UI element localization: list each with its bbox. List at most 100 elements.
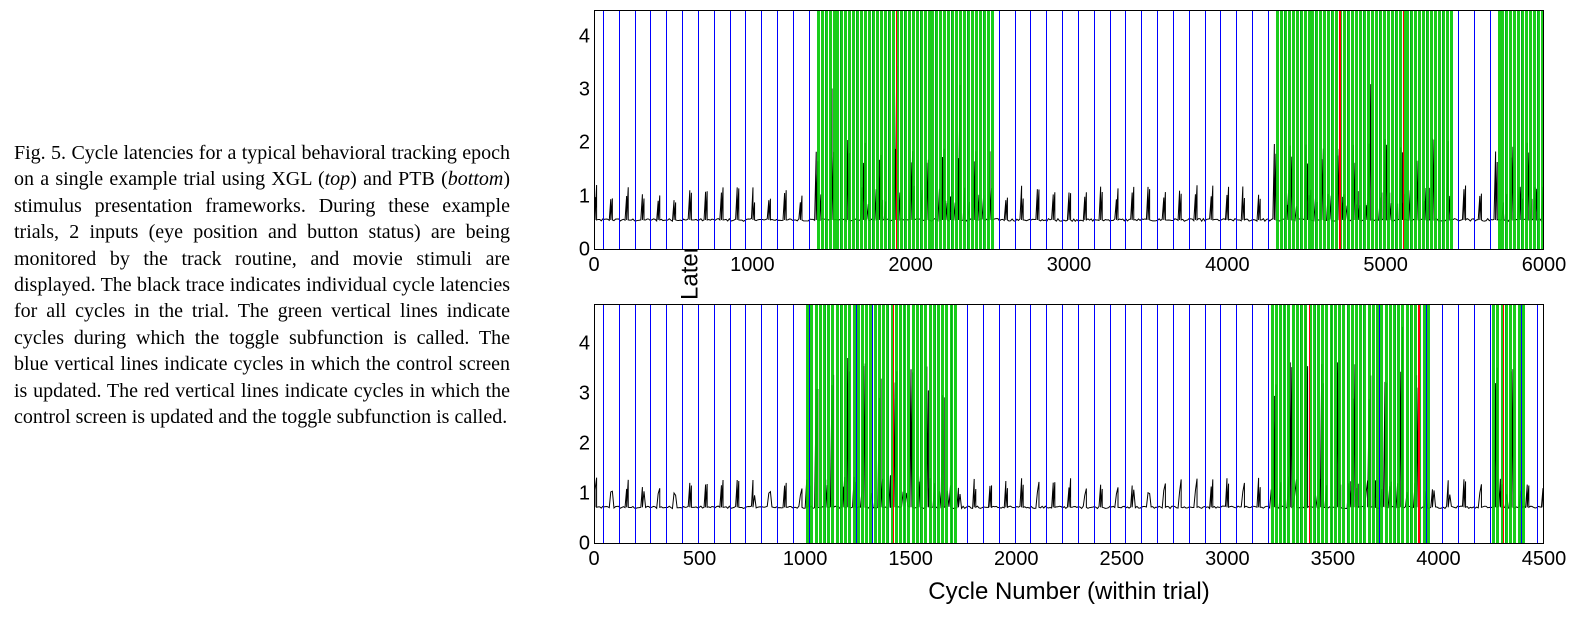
chart-column: Individual Cycle Latency (ms) 01234 0100… [530,0,1584,636]
toggle-line [1296,11,1299,249]
control-update-line [1062,11,1063,249]
toggle-line [872,11,875,249]
toggle-line [1410,11,1413,249]
x-tick-label: 3500 [1311,548,1356,571]
toggle-line [1304,305,1307,543]
control-update-line [1015,11,1016,249]
toggle-line [874,305,877,543]
control-update-line [635,11,636,249]
toggle-line [920,11,923,249]
toggle-line [941,305,944,543]
toggle-line [1280,11,1283,249]
control-update-line [1252,305,1253,543]
toggle-line [1288,11,1291,249]
control-update-line [761,305,762,543]
x-tick-label: 5000 [1363,254,1408,277]
toggle-line [865,305,868,543]
control-update-line [1474,11,1475,249]
toggle-line [1338,305,1341,543]
toggle-line [903,305,906,543]
toggle-line [935,11,938,249]
toggle-line [899,305,902,543]
toggle-line [904,11,907,249]
bottom-panel-ptb: 01234 0500100015002000250030003500400045… [594,304,1564,606]
x-tick-label: 3000 [1205,548,1250,571]
toggle-line [815,305,818,543]
toggle-line [937,305,940,543]
toggle-line [1406,11,1409,249]
toggle-line [1513,305,1516,543]
x-tick-label: 0 [588,548,599,571]
toggle-line [876,11,879,249]
control-update-line [714,11,715,249]
toggle-line [1389,305,1392,543]
control-update-line [1030,11,1031,249]
toggle-line [1505,11,1508,249]
toggle-line [907,305,910,543]
toggle-line [1446,11,1449,249]
toggle-line [1311,11,1314,249]
control-update-line [745,305,746,543]
y-tick-label: 3 [579,79,590,102]
toggle-line [895,305,898,543]
control-update-line [777,11,778,249]
caption-bottom-italic: bottom [448,168,504,190]
control-update-line [1141,305,1142,543]
toggle-line [1343,11,1346,249]
top-panel-xgl: 01234 0100020003000400050006000 [594,10,1564,282]
control-update-line [1157,11,1158,249]
caption-part2: ) and PTB ( [350,168,448,190]
toggle-line [1414,11,1417,249]
toggle-line [1275,305,1278,543]
toggle-line [857,305,860,543]
toggle-line [1355,305,1358,543]
control-update-line [1062,305,1063,543]
control-update-line [1236,11,1237,249]
toggle-line [1509,11,1512,249]
control-update-line [793,11,794,249]
toggle-line [987,11,990,249]
toggle-line [1372,305,1375,543]
toggle-line [886,305,889,543]
control-update-line [1125,11,1126,249]
control-update-line [1189,11,1190,249]
control-update-line [698,11,699,249]
x-tick-label: 1500 [888,548,933,571]
toggle-line [954,305,957,543]
toggle-line [1279,305,1282,543]
toggle-line [806,305,809,543]
toggle-line [1537,11,1540,249]
toggle-line [878,305,881,543]
y-tick-label: 2 [579,132,590,155]
control-update-line [1252,11,1253,249]
control-and-toggle-line [1309,305,1311,543]
control-and-toggle-line [1503,305,1505,543]
toggle-line [1505,305,1508,543]
toggle-line [1347,11,1350,249]
x-tick-label: 0 [588,254,599,277]
control-update-line [730,305,731,543]
x-axis-label: Cycle Number (within trial) [594,578,1544,606]
toggle-line [1287,305,1290,543]
control-update-line [1094,305,1095,543]
control-update-line [1268,305,1269,543]
toggle-line [1397,305,1400,543]
toggle-line [920,305,923,543]
y-tick-label: 1 [579,483,590,506]
control-update-line [1490,305,1491,543]
toggle-line [950,305,953,543]
toggle-line [1385,305,1388,543]
control-update-line [1458,11,1459,249]
toggle-line [933,305,936,543]
control-update-line [730,11,731,249]
toggle-line [888,11,891,249]
x-ticks-bottom: 050010001500200025003000350040004500 [594,548,1544,576]
control-update-line [714,305,715,543]
control-update-line [603,11,604,249]
control-update-line [1015,305,1016,543]
toggle-line [924,305,927,543]
control-update-line [1189,305,1190,543]
toggle-line [848,11,851,249]
toggle-line [831,305,834,543]
toggle-line [861,305,864,543]
